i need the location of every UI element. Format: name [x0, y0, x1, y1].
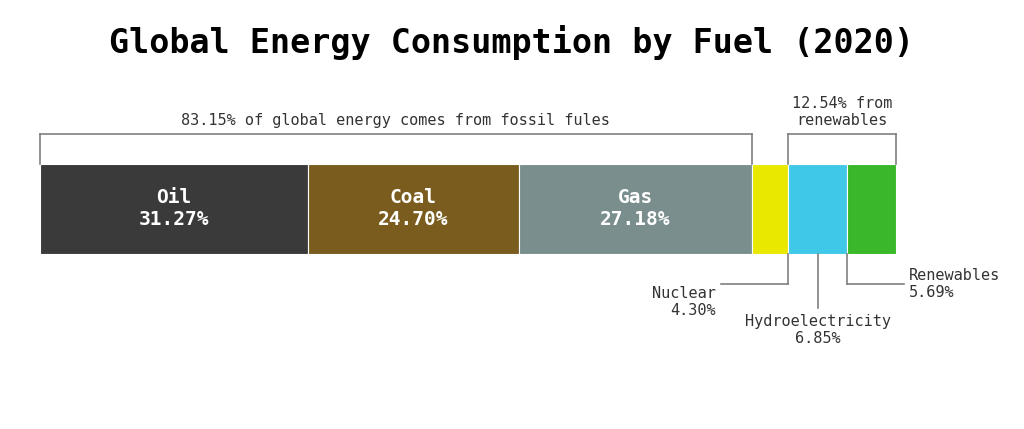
Bar: [308, 164, 519, 254]
Bar: [847, 164, 896, 254]
Bar: [788, 164, 847, 254]
Bar: [40, 164, 308, 254]
Bar: [519, 164, 752, 254]
Text: Global Energy Consumption by Fuel (2020): Global Energy Consumption by Fuel (2020): [110, 25, 914, 60]
Text: 83.15% of global energy comes from fossil fules: 83.15% of global energy comes from fossi…: [181, 113, 610, 128]
Bar: [752, 164, 788, 254]
Text: Hydroelectricity
6.85%: Hydroelectricity 6.85%: [744, 314, 891, 346]
Text: 12.54% from
renewables: 12.54% from renewables: [792, 96, 892, 128]
Text: Gas
27.18%: Gas 27.18%: [600, 188, 671, 230]
Text: Nuclear
4.30%: Nuclear 4.30%: [652, 286, 716, 318]
Text: Renewables
5.69%: Renewables 5.69%: [909, 268, 1000, 300]
Text: Coal
24.70%: Coal 24.70%: [378, 188, 449, 230]
Text: Oil
31.27%: Oil 31.27%: [139, 188, 209, 230]
